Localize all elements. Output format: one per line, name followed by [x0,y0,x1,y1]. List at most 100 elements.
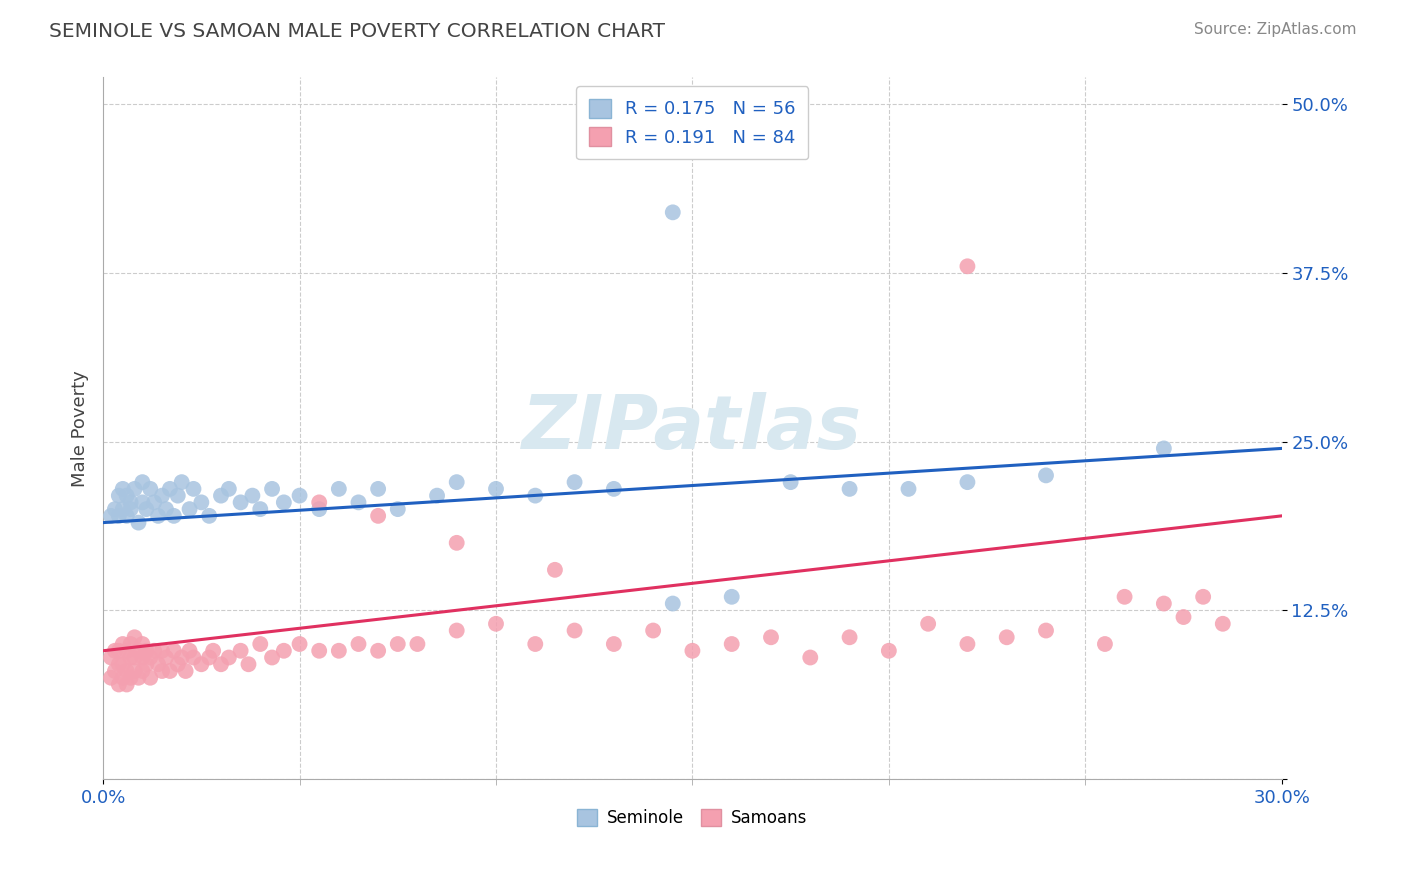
Point [124,664,146,678]
Point [406,637,429,651]
Point [229,495,252,509]
Point [308,495,330,509]
Point [249,502,271,516]
Point [120,502,142,516]
Point [127,516,149,530]
Point [155,650,177,665]
Point [249,637,271,651]
Point [995,630,1018,644]
Point [917,616,939,631]
Point [308,502,330,516]
Point [104,644,127,658]
Point [124,630,146,644]
Point [104,664,127,678]
Point [131,495,153,509]
Point [124,650,146,665]
Point [127,671,149,685]
Point [367,482,389,496]
Point [446,624,468,638]
Point [131,475,153,490]
Point [288,637,311,651]
Point [1035,468,1057,483]
Point [446,536,468,550]
Point [108,657,131,672]
Point [115,644,138,658]
Point [759,630,782,644]
Point [681,644,703,658]
Point [1153,442,1175,456]
Point [115,664,138,678]
Point [146,657,169,672]
Point [100,508,122,523]
Point [242,489,264,503]
Point [367,508,389,523]
Legend: Seminole, Samoans: Seminole, Samoans [571,802,814,834]
Point [120,637,142,651]
Point [347,495,370,509]
Point [111,637,134,651]
Point [720,590,742,604]
Point [150,489,173,503]
Point [209,657,232,672]
Point [108,508,131,523]
Point [190,495,212,509]
Point [603,637,626,651]
Point [150,644,173,658]
Point [273,644,295,658]
Point [131,637,153,651]
Point [159,482,181,496]
Point [139,482,162,496]
Point [387,637,409,651]
Point [524,489,547,503]
Point [426,489,449,503]
Point [838,482,860,496]
Point [367,644,389,658]
Point [1192,590,1215,604]
Point [100,671,122,685]
Point [1153,597,1175,611]
Point [288,489,311,503]
Point [139,650,162,665]
Point [166,657,188,672]
Point [155,502,177,516]
Point [564,624,586,638]
Text: SEMINOLE VS SAMOAN MALE POVERTY CORRELATION CHART: SEMINOLE VS SAMOAN MALE POVERTY CORRELAT… [49,22,665,41]
Point [146,508,169,523]
Point [218,482,240,496]
Point [115,508,138,523]
Point [1212,616,1234,631]
Point [143,644,166,658]
Point [218,650,240,665]
Point [328,644,350,658]
Point [108,677,131,691]
Text: Source: ZipAtlas.com: Source: ZipAtlas.com [1194,22,1357,37]
Point [446,475,468,490]
Point [127,644,149,658]
Point [120,671,142,685]
Point [485,616,508,631]
Point [163,644,186,658]
Point [603,482,626,496]
Point [273,495,295,509]
Point [135,657,157,672]
Point [956,475,979,490]
Point [131,664,153,678]
Point [108,489,131,503]
Point [120,495,142,509]
Point [1094,637,1116,651]
Point [111,482,134,496]
Point [170,475,193,490]
Point [111,502,134,516]
Point [662,205,685,219]
Point [308,644,330,658]
Point [260,650,283,665]
Point [104,502,127,516]
Point [956,637,979,651]
Point [838,630,860,644]
Point [799,650,821,665]
Point [115,489,138,503]
Point [198,650,221,665]
Point [720,637,742,651]
Point [229,644,252,658]
Point [100,650,122,665]
